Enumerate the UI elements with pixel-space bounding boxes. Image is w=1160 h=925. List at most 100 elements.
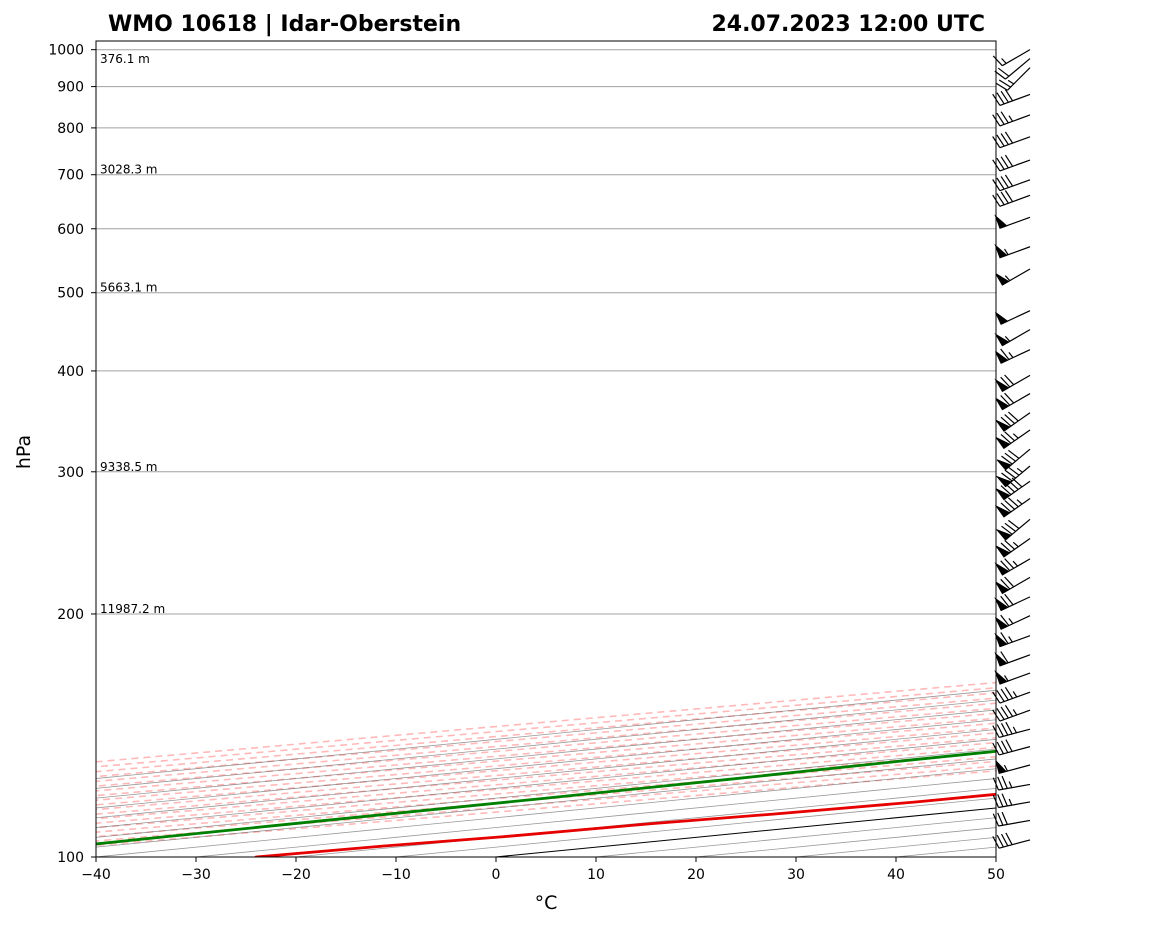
barb-flag xyxy=(992,691,1001,704)
barb-flag xyxy=(1000,348,1010,360)
barb-pennant xyxy=(995,397,1010,411)
barb-half-flag xyxy=(1012,541,1019,548)
wind-barb xyxy=(995,392,1031,411)
wind-barb xyxy=(994,214,1031,229)
barb-flag xyxy=(1000,156,1009,169)
barb-flag xyxy=(992,194,1001,207)
isotherm xyxy=(96,709,996,799)
dry-adiabat xyxy=(96,686,996,768)
wind-barb xyxy=(992,811,1031,827)
barb-half-flag xyxy=(1008,781,1013,788)
wind-barb xyxy=(992,131,1031,149)
barb-pennant xyxy=(994,378,1010,392)
barb-half-flag xyxy=(1012,709,1018,716)
barb-flag xyxy=(1000,176,1009,188)
height-label: 11987.2 m xyxy=(100,602,165,616)
barb-pennant xyxy=(994,332,1010,347)
barb-staff xyxy=(999,136,1031,149)
barb-flag xyxy=(992,742,1000,756)
barb-flag xyxy=(1004,593,1014,606)
barb-flag xyxy=(1004,522,1016,532)
x-tick-label: −20 xyxy=(281,867,311,883)
y-tick-label: 900 xyxy=(57,80,84,96)
barb-flag xyxy=(1007,411,1019,422)
barb-pennant xyxy=(995,420,1011,432)
wind-barb xyxy=(992,793,1031,809)
isotherm xyxy=(96,719,996,809)
barb-flag xyxy=(1000,90,1009,103)
x-tick-label: 30 xyxy=(787,867,805,883)
wind-barb xyxy=(992,89,1031,106)
barb-flag xyxy=(996,690,1005,702)
barb-flag xyxy=(996,724,1004,737)
barb-half-flag xyxy=(1008,115,1014,122)
barb-half-flag xyxy=(1004,335,1011,342)
wind-barb xyxy=(995,538,1031,558)
barb-staff xyxy=(999,691,1031,704)
y-tick-label: 200 xyxy=(57,607,84,623)
y-tick-label: 1000 xyxy=(48,43,84,59)
barb-flag xyxy=(1004,576,1015,588)
barb-pennant xyxy=(994,504,1011,518)
height-label: 376.1 m xyxy=(100,52,150,66)
dry-adiabat xyxy=(96,707,996,787)
wind-barb xyxy=(992,704,1031,722)
barb-half-flag xyxy=(1012,691,1018,698)
barb-flag xyxy=(992,794,1000,808)
barb-flag xyxy=(996,193,1005,206)
barb-half-flag xyxy=(1016,467,1023,473)
barb-flag xyxy=(992,709,1001,722)
barb-pennant xyxy=(995,528,1012,541)
barb-flag xyxy=(1000,395,1011,406)
y-tick-label: 400 xyxy=(57,364,84,380)
barb-half-flag xyxy=(1012,433,1019,439)
isotherm xyxy=(96,689,996,779)
barb-flag xyxy=(1004,89,1014,102)
wind-barb xyxy=(992,721,1031,738)
barb-pennant xyxy=(995,488,1011,501)
wind-barb xyxy=(995,310,1031,325)
barb-staff xyxy=(998,819,1031,827)
barb-flag xyxy=(1004,704,1014,717)
barb-half-flag xyxy=(1012,726,1018,734)
barb-staff xyxy=(999,159,1031,172)
barb-flag xyxy=(992,114,1001,127)
barb-flag xyxy=(1000,560,1011,572)
barb-flag xyxy=(1000,706,1009,719)
y-tick-label: 600 xyxy=(57,222,84,238)
barb-flag xyxy=(1000,433,1012,444)
station-title: WMO 10618 | Idar-Oberstein xyxy=(108,12,461,37)
wind-barb xyxy=(994,243,1031,259)
wind-barb xyxy=(995,518,1031,541)
wind-barb xyxy=(992,686,1031,704)
y-tick-label: 700 xyxy=(57,168,84,184)
wind-barb xyxy=(994,593,1031,612)
datetime-title: 24.07.2023 12:00 UTC xyxy=(711,12,985,37)
barb-flag xyxy=(992,136,1001,149)
barb-staff xyxy=(998,839,1031,849)
barb-flag xyxy=(1005,832,1013,845)
wind-barbs xyxy=(992,49,1031,849)
background-grid xyxy=(96,49,996,857)
barb-half-flag xyxy=(1008,636,1013,643)
wind-barb xyxy=(992,739,1031,756)
barb-half-flag xyxy=(1003,248,1009,256)
barb-flag xyxy=(996,834,1004,848)
barb-pennant xyxy=(995,273,1010,286)
barb-staff xyxy=(998,801,1031,809)
wind-barb xyxy=(992,832,1031,849)
barb-flag xyxy=(1007,480,1019,490)
x-tick-label: −40 xyxy=(81,867,111,883)
dry-adiabat xyxy=(96,697,996,778)
y-tick-label: 300 xyxy=(57,465,84,481)
barb-flag xyxy=(1004,686,1014,699)
barb-flag xyxy=(1000,723,1009,736)
barb-flag xyxy=(992,159,1001,172)
wind-barb xyxy=(992,174,1031,192)
barb-half-flag xyxy=(1016,499,1023,505)
x-tick-label: −10 xyxy=(381,867,411,883)
barb-half-flag xyxy=(1008,352,1014,358)
barb-staff xyxy=(998,746,1031,756)
barb-flag xyxy=(992,777,1000,791)
